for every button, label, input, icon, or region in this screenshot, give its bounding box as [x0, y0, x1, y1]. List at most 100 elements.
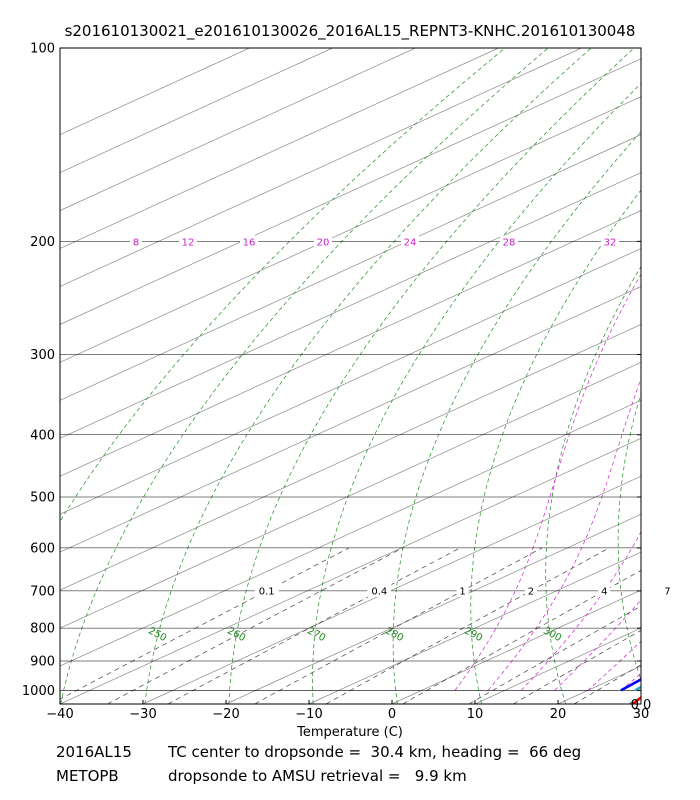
mixing-ratio-line [513, 629, 641, 704]
dry-adiabat-line [60, 48, 506, 523]
dry-adiabat-line [470, 189, 641, 704]
moist-adiabat-label: 32 [604, 237, 617, 248]
mixing-ratio-label: 0.4 [371, 586, 387, 597]
moist-adiabat-line [587, 640, 641, 691]
footer-line-2: METOPB dropsonde to AMSU retrieval = 9.9 … [56, 767, 467, 785]
mixing-ratio-label: 4 [601, 586, 607, 597]
mixing-ratio-line [402, 569, 641, 704]
corner-label: 0 0 [631, 698, 652, 713]
moist-adiabat-label: 12 [182, 237, 195, 248]
isotherm-line [60, 172, 641, 439]
isotherm-line [60, 362, 641, 629]
moist-adiabat-line [654, 241, 700, 690]
moist-adiabat-line [620, 672, 641, 691]
dry-adiabat-line [688, 48, 700, 704]
isotherm-line [60, 48, 333, 173]
isotherm-line [60, 48, 416, 211]
x-tick-label: −40 [46, 707, 73, 722]
y-tick-label: 800 [30, 622, 55, 637]
isotherm-line [60, 286, 641, 553]
isotherm-line [60, 437, 641, 704]
isotherm-line [557, 665, 641, 704]
dry-adiabat-line [312, 82, 641, 704]
moist-adiabat-line [687, 241, 700, 690]
storm-id: 2016AL15 [56, 743, 132, 761]
moist-adiabat-label: 16 [243, 237, 256, 248]
dry-adiabat-line [60, 48, 549, 704]
moist-adiabat-label: 20 [317, 237, 330, 248]
y-tick-label: 300 [30, 348, 55, 363]
mixing-ratio-label: 0.1 [259, 586, 275, 597]
moist-adiabat-label-bg [401, 235, 419, 248]
moist-adiabat-label: 8 [133, 237, 139, 248]
isotherm-line [225, 513, 641, 704]
mixing-ratio-line [60, 547, 350, 700]
moist-adiabat-label-bg [240, 235, 258, 248]
profile-series-3 [634, 685, 641, 692]
dry-adiabat-line [617, 392, 641, 681]
chart-title: s201610130021_e201610130026_2016AL15_REP… [64, 22, 636, 40]
x-axis-label: Temperature (C) [296, 725, 403, 740]
y-tick-label: 500 [30, 491, 55, 506]
y-tick-label: 100 [30, 42, 55, 57]
y-tick-label: 1000 [22, 684, 55, 699]
x-tick-label: −30 [129, 707, 156, 722]
mixing-ratio-label: 7 [664, 586, 670, 597]
y-tick-label: 600 [30, 541, 55, 556]
moist-adiabat-label-bg [601, 235, 619, 248]
mixing-ratio-line [107, 547, 403, 704]
plot-frame [59, 47, 642, 705]
isotherm-line [60, 48, 582, 287]
mixing-ratio-line [167, 547, 461, 704]
moist-adiabat-line [487, 377, 641, 691]
isotherm-line [60, 96, 641, 363]
isotherm-line [60, 210, 641, 477]
x-tick-label: −20 [212, 707, 239, 722]
isotherm-line [60, 248, 641, 515]
isotherm-line [60, 48, 250, 136]
x-tick-label: 20 [550, 707, 567, 722]
x-tick-label: 10 [467, 707, 484, 722]
isotherm-line [308, 551, 641, 704]
moist-adiabat-label-bg [130, 235, 142, 248]
profile-series-1 [631, 695, 641, 704]
mixing-ratio-line [254, 547, 543, 704]
isotherm-line [640, 703, 641, 704]
isotherm-line [474, 627, 641, 704]
moist-adiabat-label-bg [500, 235, 518, 248]
y-tick-label: 200 [30, 235, 55, 250]
isotherm-line [142, 475, 641, 704]
isotherm-line [60, 399, 641, 667]
mixing-ratio-label-bg [598, 583, 611, 597]
isotherm-line [60, 58, 641, 325]
y-tick-label: 700 [30, 584, 55, 599]
isotherm-line [391, 589, 641, 704]
x-tick-label: 30 [633, 707, 650, 722]
x-tick-label: 0 [388, 707, 396, 722]
moist-adiabat-line [554, 599, 641, 691]
mixing-ratio-line [468, 605, 641, 704]
isotherm-line [60, 134, 641, 401]
mixing-ratio-label-bg [661, 583, 674, 597]
mixing-ratio-label-bg [524, 583, 537, 597]
mixing-ratio-label: 2 [528, 586, 534, 597]
mixing-ratio-label-bg [254, 583, 279, 597]
isotherm-line [60, 48, 499, 249]
moist-adiabat-label-bg [314, 235, 332, 248]
tc-center-distance: TC center to dropsonde = 30.4 km, headin… [168, 743, 582, 761]
mixing-ratio-label: 1 [459, 586, 465, 597]
footer-line-1: 2016AL15 TC center to dropsonde = 30.4 km… [56, 743, 581, 761]
amsu-retrieval-distance: dropsonde to AMSU retrieval = 9.9 km [168, 767, 467, 785]
isotherm-line [60, 324, 641, 591]
x-tick-label: −10 [295, 707, 322, 722]
mixing-ratio-label-bg [456, 583, 469, 597]
y-tick-label: 400 [30, 428, 55, 443]
dry-adiabat-line [144, 48, 592, 704]
dry-adiabat-line [228, 48, 635, 704]
moist-adiabat-label-bg [179, 235, 197, 248]
y-tick-label: 900 [30, 654, 55, 669]
mixing-ratio-label-bg [367, 583, 392, 597]
dry-adiabat-line [545, 265, 641, 704]
moist-adiabat-label: 24 [404, 237, 417, 248]
